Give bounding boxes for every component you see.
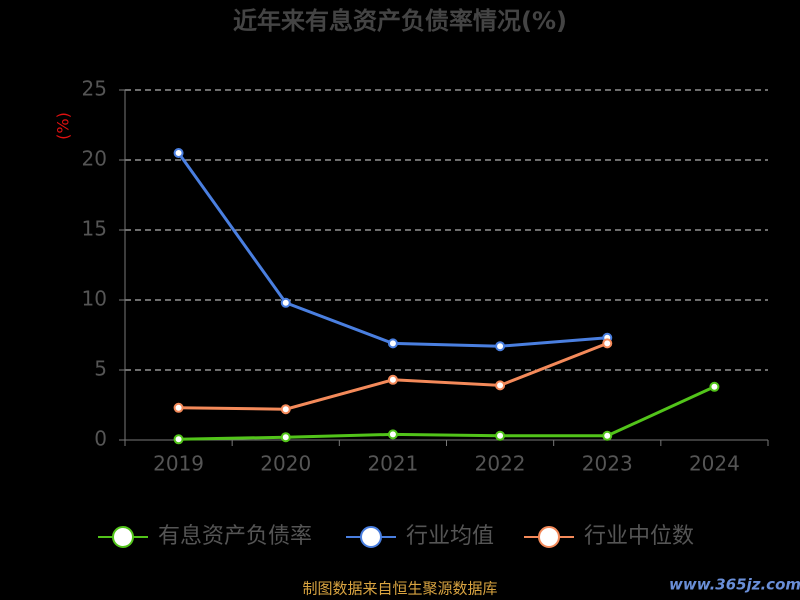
data-point xyxy=(495,430,506,441)
y-tick-label: 25 xyxy=(82,77,107,101)
data-point xyxy=(173,148,184,158)
data-point xyxy=(280,297,291,308)
chart-title: 近年来有息资产负债率情况(%) xyxy=(233,7,567,35)
data-point xyxy=(495,380,506,391)
source-note: 制图数据来自恒生聚源数据库 xyxy=(302,580,497,598)
series-line xyxy=(178,385,716,441)
watermark: www.365jz.com xyxy=(669,576,800,594)
data-point xyxy=(602,338,613,349)
y-tick-label: 15 xyxy=(82,217,107,241)
data-point xyxy=(173,402,184,413)
data-point xyxy=(280,432,291,443)
x-tick-label: 2019 xyxy=(153,452,204,476)
legend-label: 行业均值 xyxy=(406,524,494,549)
legend-label: 有息资产负债率 xyxy=(158,524,312,549)
data-point xyxy=(280,404,291,415)
data-point xyxy=(709,381,720,392)
data-point xyxy=(495,341,506,352)
legend-marker xyxy=(360,526,382,548)
y-tick-label: 10 xyxy=(82,287,107,311)
legend-label: 行业中位数 xyxy=(584,524,694,549)
x-tick-label: 2023 xyxy=(582,452,633,476)
y-tick-label: 20 xyxy=(82,147,107,171)
legend-marker xyxy=(112,526,134,548)
data-point xyxy=(173,434,184,445)
legend-marker xyxy=(538,526,560,548)
data-point xyxy=(387,338,398,349)
data-point xyxy=(387,429,398,440)
x-tick-label: 2021 xyxy=(367,452,418,476)
y-tick-label: 5 xyxy=(94,357,107,381)
y-tick-label: 0 xyxy=(94,427,107,451)
data-point xyxy=(387,374,398,385)
x-tick-label: 2024 xyxy=(689,452,740,476)
x-tick-label: 2022 xyxy=(475,452,526,476)
data-point xyxy=(602,430,613,441)
y-axis-label: (%) xyxy=(54,112,73,140)
x-tick-label: 2020 xyxy=(260,452,311,476)
